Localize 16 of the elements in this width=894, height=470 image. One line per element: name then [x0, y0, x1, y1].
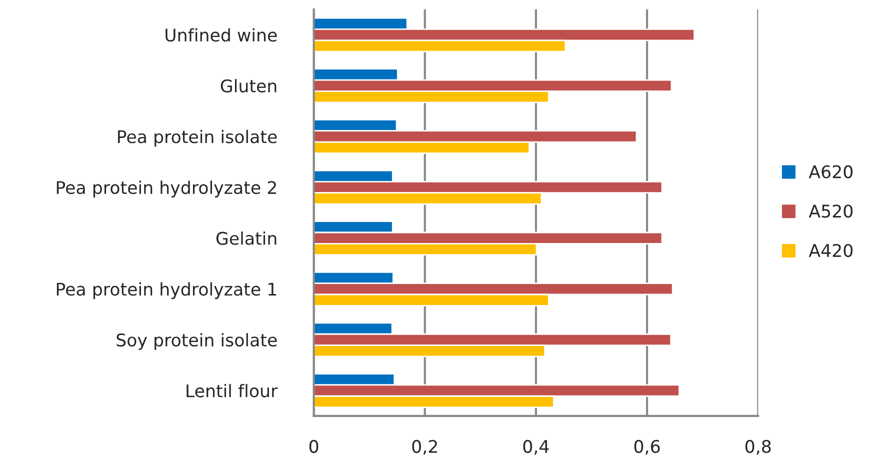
x-tick-label: 0,6: [634, 440, 660, 455]
x-tick-label: 0: [309, 440, 318, 453]
y-tick-label: Gelatin: [216, 231, 276, 245]
y-tick-label: Pea protein hydrolyzate 1: [56, 282, 276, 300]
y-tick-label: Pea protein hydrolyzate 2: [56, 180, 276, 198]
x-tick-label: 0,8: [745, 440, 771, 455]
legend-label: A420: [808, 244, 853, 258]
y-tick-label: Soy protein isolate: [116, 333, 277, 350]
x-tick-label: 0,2: [412, 440, 437, 455]
y-tick-label: Unfined wine: [166, 28, 277, 42]
x-tick-label: 0,4: [523, 440, 549, 455]
legend-label: A620: [808, 165, 853, 178]
y-tick-label: Gluten: [220, 79, 276, 92]
legend-label: A520: [808, 204, 853, 218]
y-tick-label: Pea protein isolate: [118, 130, 277, 147]
y-tick-label: Lentil flour: [186, 384, 278, 398]
